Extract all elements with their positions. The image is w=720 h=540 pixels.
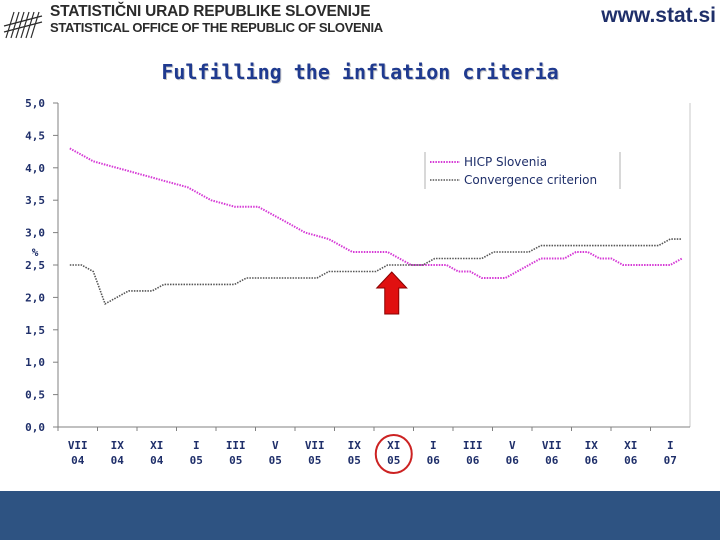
x-tick-label-year: 06 <box>624 454 638 467</box>
x-tick-label-year: 06 <box>585 454 599 467</box>
x-tick-label-year: 06 <box>545 454 559 467</box>
legend: HICP Slovenia Convergence criterion <box>424 152 621 189</box>
y-axis-unit: % <box>32 246 39 259</box>
x-tick-label-month: IX <box>348 439 362 452</box>
x-tick-label-year: 05 <box>190 454 203 467</box>
y-tick-label: 1,0 <box>25 356 45 369</box>
x-tick-label-month: VII <box>68 439 88 452</box>
y-tick-label: 0,0 <box>25 421 45 434</box>
highlight-circle <box>374 434 413 474</box>
x-tick-label-month: IX <box>111 439 125 452</box>
x-tick-label-year: 05 <box>348 454 361 467</box>
statistical-office-logo <box>3 11 43 39</box>
y-tick-label: 5,0 <box>25 97 45 110</box>
x-tick-label-year: 05 <box>229 454 242 467</box>
y-tick-label: 2,5 <box>25 259 45 272</box>
x-tick-label-year: 04 <box>71 454 85 467</box>
x-tick-label-year: 06 <box>427 454 441 467</box>
annotations <box>374 271 413 474</box>
x-tick-label-year: 05 <box>387 454 400 467</box>
x-tick-label-month: XI <box>387 439 400 452</box>
y-axis: 0,0 0,5 1,0 1,5 2,0 2,5 3,0 3,5 4,0 4,5 5,0% <box>25 97 691 434</box>
x-tick-label-month: V <box>509 439 516 452</box>
x-tick-label-month: I <box>667 439 674 452</box>
inflation-chart: 0,00,51,01,52,02,53,03,54,04,55,0% VII04… <box>25 97 691 474</box>
x-tick-label-year: 06 <box>506 454 520 467</box>
highlight-arrow <box>375 271 408 315</box>
x-tick-label-month: III <box>226 439 246 452</box>
hicp-slovenia-line <box>69 147 683 279</box>
y-tick-label: 4,5 <box>25 129 45 142</box>
y-tick-label: 4,0 <box>25 162 45 175</box>
x-tick-label-month: IX <box>585 439 599 452</box>
y-tick-label: 3,0 <box>25 227 45 240</box>
header: STATISTIČNI URAD REPUBLIKE SLOVENIJE STA… <box>0 0 720 42</box>
x-tick-label-month: VII <box>542 439 562 452</box>
y-tick-label: 1,5 <box>25 324 45 337</box>
x-tick-label-month: XI <box>624 439 637 452</box>
x-axis: VII 04 IX 04 XI 04 I 05 III 05 V 05 VII 05 IX 05 XI 05 I 06… <box>57 426 690 467</box>
chart-title: Fulfilling the inflation criteria <box>161 60 559 84</box>
x-tick-label-month: V <box>272 439 279 452</box>
y-tick-label: 0,5 <box>25 389 45 402</box>
x-tick-label-year: 07 <box>664 454 677 467</box>
org-name-slovene: STATISTIČNI URAD REPUBLIKE SLOVENIJE <box>50 3 371 20</box>
legend-label: Convergence criterion <box>464 173 597 187</box>
convergence-criterion-line <box>69 238 682 306</box>
website-link[interactable]: www.stat.si <box>601 4 716 27</box>
x-tick-label-year: 04 <box>150 454 164 467</box>
x-tick-label-year: 05 <box>269 454 282 467</box>
footer-bar <box>0 491 720 540</box>
x-tick-label-year: 04 <box>111 454 125 467</box>
x-tick-label-month: VII <box>305 439 325 452</box>
x-tick-label-year: 05 <box>308 454 321 467</box>
x-tick-label-year: 06 <box>466 454 480 467</box>
legend-label: HICP Slovenia <box>464 155 547 169</box>
x-tick-label-month: XI <box>150 439 163 452</box>
org-name-english: STATISTICAL OFFICE OF THE REPUBLIC OF SL… <box>50 20 383 35</box>
x-tick-label-month: III <box>463 439 483 452</box>
series-layer <box>69 147 683 306</box>
x-tick-label-month: I <box>193 439 200 452</box>
x-tick-label-month: I <box>430 439 437 452</box>
y-tick-label: 2,0 <box>25 291 45 304</box>
y-tick-label: 3,5 <box>25 194 45 207</box>
